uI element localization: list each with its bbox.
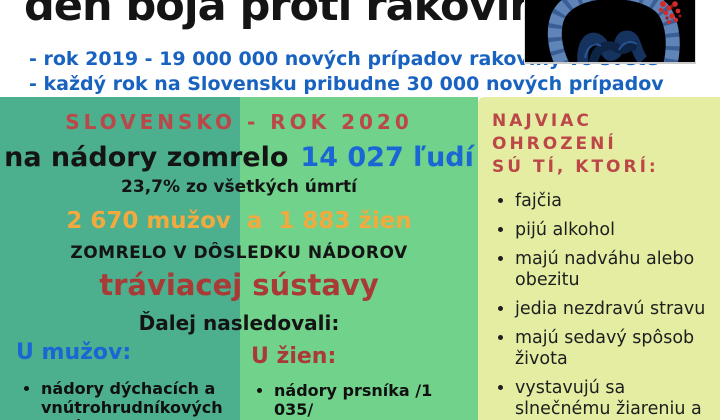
world-facts: - rok 2019 - 19 000 000 nových prípadov …: [29, 47, 664, 97]
fact-line: - každý rok na Slovensku pribudne 30 000…: [29, 73, 664, 95]
cause-highlight: tráviacej sústavy: [99, 267, 379, 302]
list-item: majú nadváhu alebo obezitu: [515, 249, 714, 291]
list-item: vystavujú sa slnečnému žiareniu a iným z…: [515, 378, 714, 420]
deaths-line: na nádory zomrelo 14 027 ľudí: [0, 142, 478, 174]
list-item: pijú alkohol: [515, 220, 714, 241]
men-list: nádory dýchacích a vnútrohrudníkových or…: [16, 379, 230, 420]
list-item: majú sedavý spôsob života: [515, 328, 714, 370]
list-item: jedia nezdravú stravu: [515, 299, 714, 320]
women-title: U žien:: [251, 344, 337, 369]
intestines-cancer-image: [524, 0, 696, 70]
list-item: fajčia: [515, 191, 714, 212]
cause-line: ZOMRELO V DÔSLEDKU NÁDOROV: [70, 242, 408, 263]
region-year-title: SLOVENSKO - ROK 2020: [65, 110, 413, 134]
deaths-value: 14 027 ľudí: [300, 142, 474, 173]
deaths-prefix: na nádory zomrelo: [4, 142, 289, 173]
women-list: nádory prsníka /1 035/nádory ženských: [251, 381, 469, 420]
risk-column-background: [478, 97, 720, 420]
risk-list: fajčia pijú alkohol majú nadváhu alebo obe…: [492, 191, 714, 420]
risk-title-line: NAJVIAC OHROZENÍ: [492, 111, 617, 154]
risk-title-line: SÚ TÍ, KTORÍ:: [492, 157, 659, 177]
men-title: U mužov:: [16, 340, 132, 365]
list-item: nádory dýchacích a vnútrohrudníkových or…: [41, 379, 230, 420]
men-section: U mužov: nádory dýchacích a vnútrohrudní…: [16, 341, 230, 420]
page-title: deň boja proti rakovine: [24, 0, 568, 31]
fact-line: - rok 2019 - 19 000 000 nových prípadov …: [29, 48, 659, 70]
gender-split: 2 670 mužov a 1 883 žien: [66, 208, 412, 235]
list-item: nádory prsníka /1 035/: [274, 381, 469, 419]
women-section: U žien: nádory prsníka /1 035/nádory žen…: [251, 345, 469, 420]
women-column-background: [240, 97, 478, 420]
followed-by-label: Ďalej nasledovali:: [138, 311, 340, 336]
share-of-deaths: 23,7% zo všetkých úmrtí: [121, 177, 357, 198]
risk-title: NAJVIAC OHROZENÍ SÚ TÍ, KTORÍ:: [492, 110, 714, 179]
men-column-background: [0, 97, 240, 420]
risk-section: NAJVIAC OHROZENÍ SÚ TÍ, KTORÍ: fajčia pijú…: [492, 110, 714, 420]
intestines-illustration: [525, 0, 695, 70]
statistics-block: SLOVENSKO - ROK 2020 na nádory zomrelo 14…: [0, 97, 478, 335]
